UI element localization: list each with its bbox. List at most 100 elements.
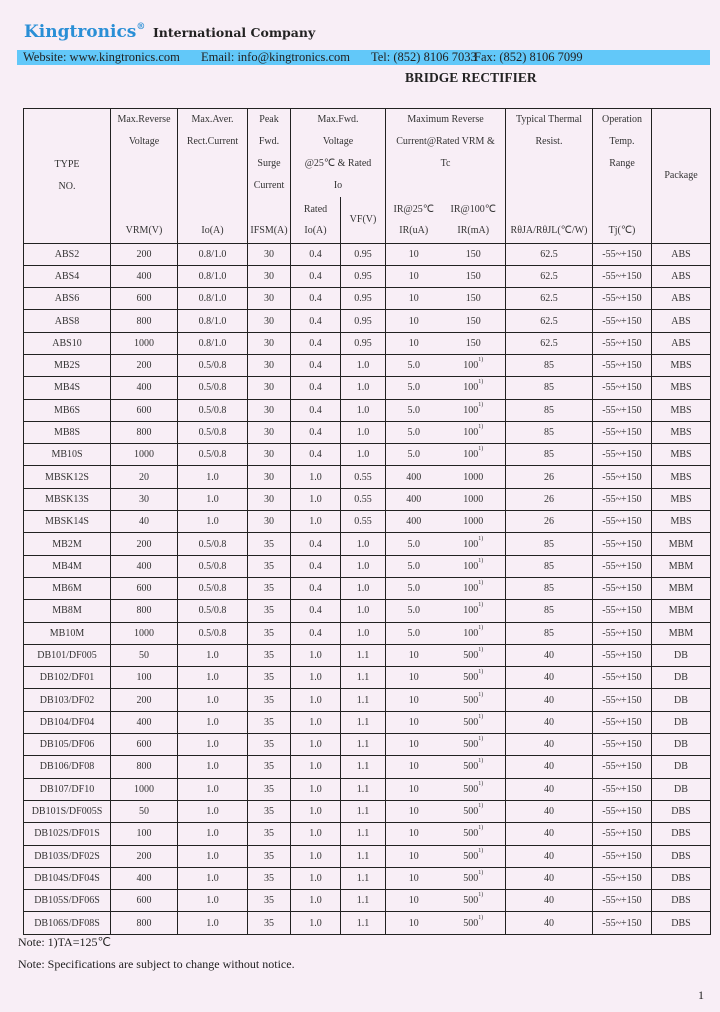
cell-value: 1.0 (356, 583, 370, 595)
cell-value: DB (674, 716, 688, 728)
cell-value: DB104S/DF04S (34, 872, 100, 884)
cell-value: MBM (668, 627, 694, 639)
cell-type: DB102S/DF01S (23, 822, 111, 846)
header-text: Fwd. (258, 136, 280, 147)
cell-value: 35 (264, 761, 274, 773)
cell-rated-io: 0.4 (290, 532, 341, 556)
header-text: Operation (602, 114, 642, 125)
cell-package: ABS (651, 309, 711, 333)
cell-vrm: 200 (110, 844, 178, 868)
header-unit: IR@100℃ (450, 203, 496, 215)
cell-value: 0.8/1.0 (198, 337, 227, 349)
cell-value: 1.0 (206, 850, 219, 862)
cell-value: 10 (408, 761, 419, 773)
cell-value: 30 (264, 293, 274, 305)
cell-ir100: 150 (441, 242, 506, 266)
table-row: MB2S 200 0.5/0.8 30 0.4 1.0 5.0 1001) 85 -55~+150… (23, 353, 711, 378)
cell-value: 1.0 (309, 493, 322, 505)
cell-ir100: 1001) (441, 443, 506, 467)
cell-thermal: 62.5 (505, 264, 593, 289)
cell-value: MBS (670, 382, 692, 394)
cell-value: 0.5/0.8 (198, 627, 227, 639)
cell-ifsm: 30 (247, 242, 291, 266)
email-link[interactable]: Email: info@kingtronics.com (201, 50, 350, 64)
cell-rated-io: 0.4 (290, 331, 341, 355)
cell-rated-io: 0.4 (290, 599, 341, 623)
cell-value: 10 (408, 270, 419, 282)
cell-ir25: 10 (385, 287, 442, 311)
cell-value: 1.0 (356, 360, 370, 372)
cell-value: -55~+150 (602, 538, 642, 550)
cell-vrm: 40 (110, 510, 178, 534)
cell-value: -55~+150 (602, 850, 642, 862)
header-io: Max.Aver. Rect.Current Io(A) (177, 108, 248, 244)
cell-type: DB102/DF01 (23, 666, 111, 690)
cell-io: 1.0 (177, 733, 248, 757)
cell-value: 1000 (134, 337, 154, 349)
cell-type: MB2S (23, 353, 111, 378)
cell-ir25: 10 (385, 733, 442, 757)
page-number: 1 (698, 988, 704, 1002)
table-row: MB4M 400 0.5/0.8 35 0.4 1.0 5.0 1001) 85 -55~+150… (23, 554, 711, 578)
cell-value: 35 (264, 895, 274, 907)
cell-rated-io: 0.4 (290, 420, 341, 445)
cell-type: ABS2 (23, 242, 111, 266)
cell-value: 0.5/0.8 (198, 360, 227, 372)
cell-ifsm: 35 (247, 688, 291, 712)
cell-package: DBS (651, 844, 711, 868)
cell-ifsm: 30 (247, 287, 291, 311)
cell-value: -55~+150 (602, 382, 642, 394)
cell-value: 400 (406, 471, 422, 483)
header-text: Surge (257, 158, 281, 169)
cell-io: 0.5/0.8 (177, 621, 248, 645)
cell-ir25: 10 (385, 799, 442, 824)
cell-vf: 1.0 (340, 420, 386, 445)
cell-thermal: 40 (505, 799, 593, 824)
cell-type: DB101/DF005 (23, 643, 111, 668)
cell-value: 1.0 (309, 872, 322, 884)
cell-value: -55~+150 (602, 270, 642, 282)
cell-ifsm: 30 (247, 331, 291, 355)
cell-value: 35 (264, 739, 274, 751)
cell-value: 1.0 (206, 872, 219, 884)
cell-io: 0.5/0.8 (177, 576, 248, 601)
header-text: Typical Thermal (515, 114, 583, 125)
cell-value: 500 (463, 694, 479, 706)
cell-value: 0.4 (309, 560, 322, 572)
cell-value: 0.8/1.0 (198, 315, 227, 327)
website-link[interactable]: Website: www.kingtronics.com (23, 50, 180, 64)
cell-ir25: 10 (385, 643, 442, 668)
header-temp: Operation Temp. Range Tj(℃) (592, 108, 652, 244)
cell-temp: -55~+150 (592, 688, 652, 712)
cell-ifsm: 35 (247, 599, 291, 623)
cell-value: -55~+150 (602, 605, 642, 617)
cell-value: 1.1 (356, 850, 370, 862)
cell-thermal: 62.5 (505, 242, 593, 266)
cell-value: 1.1 (356, 649, 370, 661)
cell-value: 62.5 (540, 315, 558, 327)
cell-value: DB (674, 739, 688, 751)
cell-value: -55~+150 (602, 315, 642, 327)
table-row: ABS6 600 0.8/1.0 30 0.4 0.95 10 150 62.5 -55~+150… (23, 287, 711, 311)
header-type: TYPE NO. (23, 108, 111, 244)
cell-value: MB6S (53, 404, 81, 416)
cell-value: 10 (408, 293, 419, 305)
cell-vrm: 200 (110, 688, 178, 712)
cell-value: 35 (264, 627, 274, 639)
cell-value: 50 (139, 649, 149, 661)
cell-vf: 1.0 (340, 554, 386, 578)
cell-value: 500 (463, 872, 479, 884)
cell-vrm: 200 (110, 532, 178, 556)
cell-temp: -55~+150 (592, 309, 652, 333)
brand-name: Kingtronics (24, 22, 137, 42)
cell-temp: -55~+150 (592, 643, 652, 668)
cell-value: 1.0 (309, 850, 322, 862)
cell-value: MBM (668, 605, 694, 617)
cell-value: 1.0 (309, 828, 322, 840)
cell-type: DB107/DF10 (23, 777, 111, 801)
header-unit: Rated (303, 203, 328, 215)
cell-vrm: 400 (110, 376, 178, 400)
cell-rated-io: 0.4 (290, 376, 341, 400)
cell-value: 40 (544, 649, 554, 661)
header-text: Resist. (535, 136, 563, 147)
